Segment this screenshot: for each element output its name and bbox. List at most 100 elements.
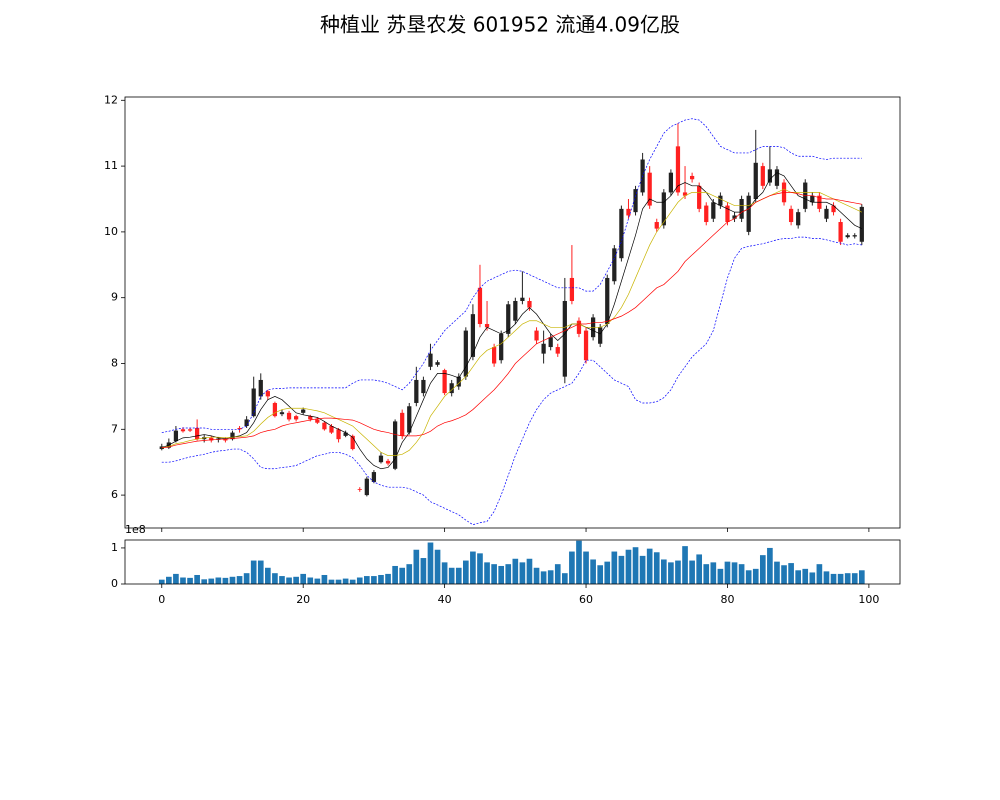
- y-tick-label: 12: [104, 93, 118, 106]
- volume-bar: [215, 577, 222, 584]
- volume-bar: [646, 548, 653, 584]
- y-tick-label: 9: [111, 291, 118, 304]
- volume-bar: [774, 561, 780, 584]
- candle-body: [364, 478, 369, 496]
- volume-bar: [328, 579, 335, 584]
- offset-label: 1e8: [125, 523, 146, 536]
- volume-bar: [540, 571, 547, 584]
- candle-body: [555, 347, 560, 354]
- candle-body: [159, 446, 164, 450]
- volume-bar: [356, 577, 363, 584]
- x-tick-label: 0: [158, 593, 165, 606]
- volume-bar: [236, 576, 243, 584]
- volume-bar: [703, 564, 710, 584]
- volume-bar: [342, 578, 349, 584]
- volume-bar: [618, 555, 625, 584]
- volume-bar: [816, 564, 823, 584]
- volume-bar: [208, 578, 215, 584]
- volume-bar: [441, 562, 448, 584]
- candle-body: [796, 212, 801, 226]
- candle-body: [315, 419, 320, 423]
- volume-bar: [272, 573, 278, 584]
- volume-bar: [844, 573, 851, 584]
- candle-body: [534, 330, 539, 341]
- y-tick-label: 0: [111, 577, 118, 590]
- candle-body: [308, 416, 313, 420]
- volume-bar: [519, 562, 526, 584]
- volume-bar: [823, 571, 830, 584]
- volume-bar: [590, 559, 596, 584]
- candle-body: [343, 432, 348, 436]
- candle-body: [421, 379, 426, 394]
- volume-bar: [653, 552, 660, 584]
- volume-bar: [604, 561, 611, 584]
- indicator-line: [161, 188, 862, 456]
- volume-bar: [561, 573, 568, 584]
- volume-bar: [243, 573, 250, 584]
- candle-body: [774, 169, 780, 186]
- volume-bar: [321, 574, 328, 584]
- y-tick-label: 11: [104, 159, 118, 172]
- candle-body: [491, 347, 497, 364]
- volume-bar: [526, 558, 533, 584]
- volume-bar: [477, 553, 483, 584]
- volume-bar: [180, 577, 186, 584]
- volume-bar: [314, 578, 321, 584]
- candle-body: [562, 300, 567, 377]
- y-tick-label: 6: [111, 488, 118, 501]
- candle-body: [286, 412, 292, 420]
- volume-bar: [279, 576, 285, 584]
- volume-bar: [399, 567, 406, 584]
- volume-bar: [173, 573, 179, 584]
- volume-bar: [158, 579, 165, 584]
- volume-bar: [809, 572, 816, 584]
- volume-bar: [745, 570, 752, 584]
- candle-body: [682, 192, 688, 196]
- candle-body: [463, 330, 468, 377]
- candle-body: [329, 426, 334, 433]
- candle-body: [626, 208, 631, 216]
- candle-body: [499, 333, 504, 361]
- volume-bar: [837, 573, 844, 584]
- volume-bar: [222, 577, 229, 584]
- candle-body: [605, 277, 610, 325]
- y-tick-label: 1: [111, 541, 118, 554]
- candle-body: [746, 195, 751, 232]
- candle-body: [470, 314, 476, 357]
- candle-body: [251, 388, 256, 417]
- y-tick-label: 10: [104, 225, 118, 238]
- volume-bar: [512, 558, 519, 584]
- candle-body: [633, 189, 638, 213]
- candle-body: [456, 376, 461, 387]
- candle-body: [294, 416, 299, 420]
- candle-body: [237, 427, 242, 430]
- volume-bar: [639, 555, 646, 584]
- volume-bar: [166, 576, 172, 584]
- candle-body: [195, 427, 200, 440]
- price-panel: 6 7 8 9 10 11 12: [104, 93, 901, 532]
- volume-bar: [724, 561, 731, 584]
- candle-body: [484, 324, 490, 328]
- candle-body: [852, 235, 857, 237]
- candle-body: [357, 489, 362, 490]
- volume-bar: [858, 570, 865, 584]
- candle-body: [180, 429, 186, 432]
- candle-body: [272, 402, 278, 417]
- candle-body: [838, 222, 843, 242]
- candle-body: [689, 175, 695, 180]
- volume-bar: [689, 560, 695, 584]
- candle-body: [810, 195, 815, 203]
- volume-bar: [335, 579, 342, 584]
- candle-body: [428, 353, 433, 367]
- x-tick-label: 80: [720, 593, 734, 606]
- candle-body: [449, 383, 454, 394]
- volume-bar: [675, 560, 681, 584]
- volume-bar: [300, 573, 307, 584]
- volume-bar: [632, 547, 639, 584]
- volume-bar: [682, 546, 688, 584]
- candle-body: [392, 421, 398, 469]
- candle-body: [336, 429, 341, 440]
- volume-bar: [795, 570, 802, 584]
- candle-body: [718, 195, 723, 206]
- candle-body: [612, 248, 617, 282]
